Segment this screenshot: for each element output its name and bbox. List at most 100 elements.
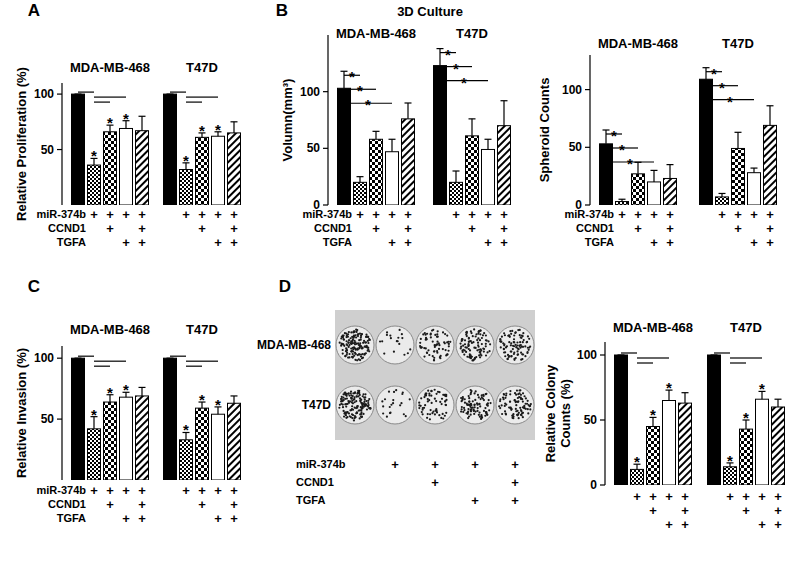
colony-dot — [468, 337, 470, 339]
category-label: MDA-MB-468 — [70, 322, 150, 337]
y-tick — [323, 148, 328, 149]
treatment-sign: + — [182, 483, 190, 498]
colony-dot — [342, 343, 344, 345]
colony-dot — [471, 359, 473, 361]
colony-dot — [488, 399, 490, 401]
colony-dot — [520, 336, 522, 338]
colony-dot — [397, 340, 399, 342]
bracket-star: * — [711, 65, 717, 82]
colony-dot — [470, 414, 472, 416]
colony-dot — [504, 334, 506, 336]
y-tick — [585, 204, 590, 205]
colony-dot — [524, 355, 526, 357]
error-bar — [682, 393, 689, 403]
colony-dot — [527, 347, 529, 349]
bracket-star: * — [611, 127, 617, 144]
bar — [772, 407, 785, 485]
colony-dot — [481, 343, 483, 345]
colony-dot — [483, 332, 485, 334]
bar — [180, 440, 193, 480]
colony-dot — [430, 390, 432, 392]
error-bar — [501, 101, 508, 126]
error-cap — [341, 71, 348, 72]
colony-dot — [430, 390, 432, 392]
y-tick — [600, 419, 605, 420]
colony-dot — [360, 416, 362, 418]
colony-dot — [430, 336, 432, 338]
error-stem — [455, 171, 456, 182]
colony-dot — [352, 331, 354, 333]
colony-dot — [503, 393, 505, 395]
y-axis-label-line: Volumn(mm³) — [280, 79, 295, 162]
bar — [164, 94, 177, 205]
colony-dot — [520, 414, 522, 416]
colony-dot — [395, 389, 397, 391]
colony-dot — [523, 395, 525, 397]
colony-dot — [529, 405, 531, 407]
bar — [732, 148, 745, 205]
colony-dot — [358, 347, 360, 349]
y-axis — [604, 342, 605, 485]
treatment-sign: + — [468, 207, 476, 222]
colony-dot — [482, 347, 484, 349]
colony-dot — [360, 411, 362, 413]
error-bar — [373, 131, 380, 139]
plate-dish — [456, 326, 494, 364]
colony-dot — [418, 407, 420, 409]
colony-dot — [522, 401, 524, 403]
treatment-sign: + — [649, 503, 657, 518]
treatment-sign: + — [634, 207, 642, 222]
colony-dot — [423, 396, 425, 398]
error-bar — [485, 139, 492, 149]
colony-dot — [364, 353, 366, 355]
colony-dot — [358, 392, 360, 394]
bar — [434, 66, 447, 205]
colony-dot — [435, 400, 437, 402]
treatment-sign: + — [122, 235, 130, 250]
colony-dot — [354, 391, 356, 393]
treatment-sign: + — [404, 235, 412, 250]
colony-dot — [518, 345, 520, 347]
colony-dot — [464, 398, 466, 400]
colony-dot — [362, 395, 364, 397]
colony-dot — [511, 417, 513, 419]
colony-dot — [508, 334, 510, 336]
colony-dot — [460, 411, 462, 413]
y-axis-label: Spheroid Counts — [537, 78, 552, 183]
treatment-sign: + — [404, 207, 412, 222]
colony-dot — [478, 396, 480, 398]
colony-dot — [353, 419, 355, 421]
colony-dot — [510, 355, 512, 357]
colony-dot — [513, 359, 515, 361]
colony-dot — [360, 399, 362, 401]
colony-dot — [350, 390, 352, 392]
colony-dot — [345, 417, 347, 419]
colony-dot — [470, 332, 472, 334]
error-cap — [231, 121, 238, 122]
colony-dot — [438, 414, 440, 416]
y-tick — [57, 149, 62, 150]
significance-star: * — [123, 381, 129, 398]
plate-dish — [336, 386, 374, 424]
colony-dot — [426, 352, 428, 354]
comparison-line — [94, 101, 110, 102]
colony-dot — [364, 405, 366, 407]
colony-dot — [351, 356, 353, 358]
error-cap — [751, 167, 758, 168]
y-tick — [600, 484, 605, 485]
colony-dot — [485, 354, 487, 356]
colony-dot — [418, 404, 420, 406]
colony-dot — [471, 356, 473, 358]
colony-dot — [472, 359, 474, 361]
colony-dot — [354, 334, 356, 336]
colony-dot — [500, 346, 502, 348]
colony-dot — [348, 353, 350, 355]
colony-dot — [389, 406, 391, 408]
colony-dot — [340, 398, 342, 400]
colony-dot — [431, 402, 433, 404]
treatment-sign: + — [511, 457, 519, 472]
colony-dot — [481, 416, 483, 418]
colony-dot — [478, 330, 480, 332]
error-bar — [405, 103, 412, 119]
treatment-sign: + — [666, 221, 674, 236]
